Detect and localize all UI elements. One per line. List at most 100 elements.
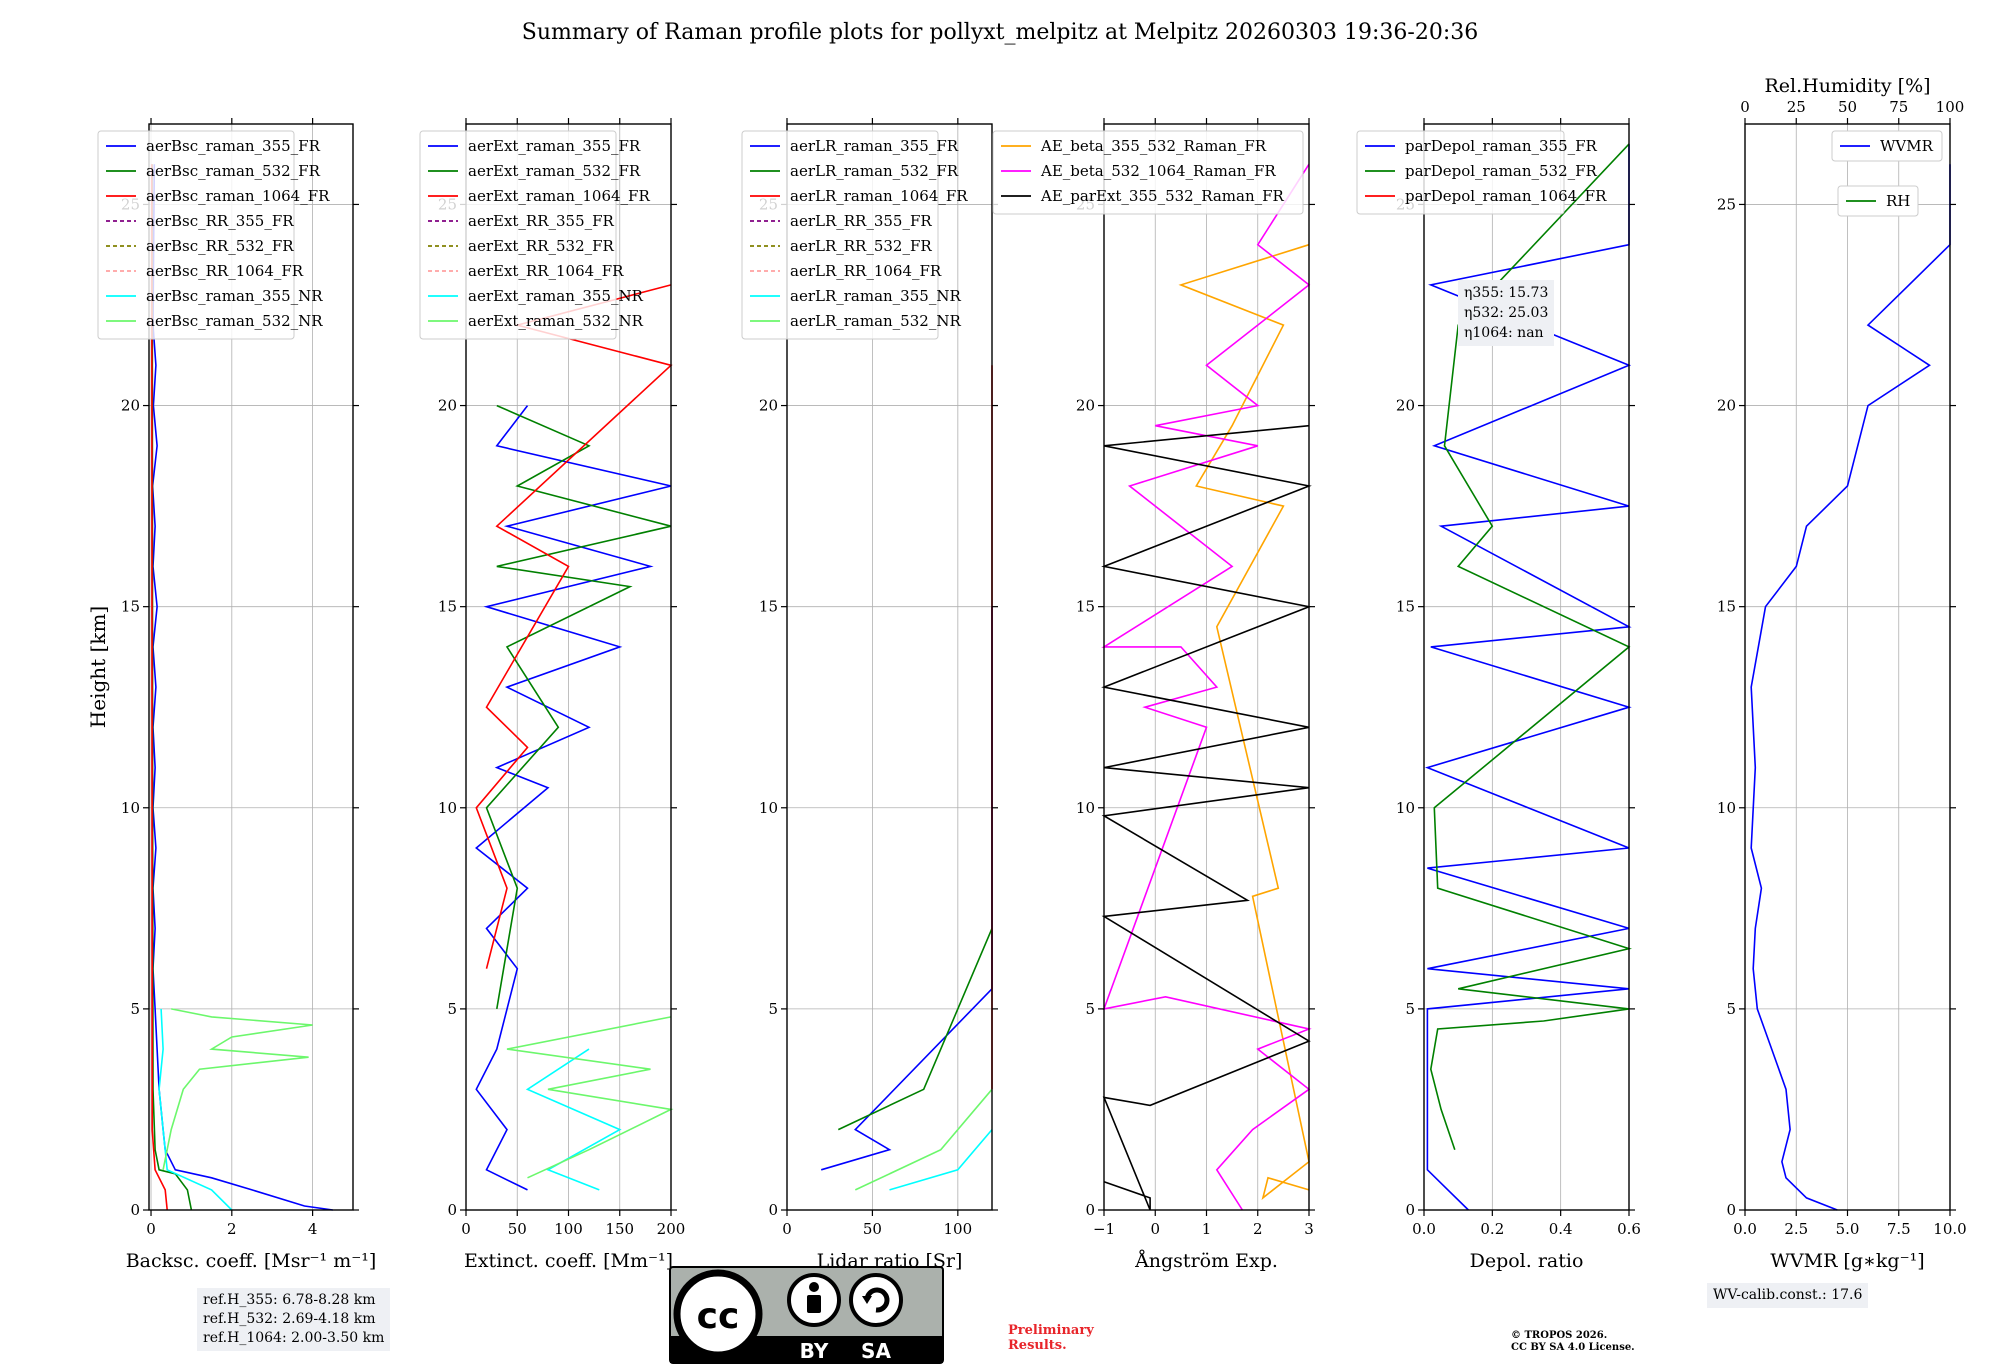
y-tick-label: 20 bbox=[759, 397, 778, 415]
eta-info: η355: 15.73 η532: 25.03 η1064: nan bbox=[1458, 280, 1555, 346]
legend-box bbox=[992, 130, 1304, 215]
eta-1064: η1064: nan bbox=[1464, 325, 1544, 341]
legend-box bbox=[419, 130, 617, 340]
y-tick-label: 15 bbox=[1076, 598, 1095, 616]
y-tick-label: 5 bbox=[130, 1000, 140, 1018]
x-tick-label: 10.0 bbox=[1933, 1220, 1966, 1238]
ref-height-532: ref.H_532: 2.69-4.18 km bbox=[203, 1311, 376, 1327]
x-tick-label: 0 bbox=[1150, 1220, 1160, 1238]
x-tick-label: 0.0 bbox=[1733, 1220, 1757, 1238]
y-tick-label: 5 bbox=[1085, 1000, 1095, 1018]
legend-label: aerBsc_raman_532_FR bbox=[146, 162, 321, 180]
y-tick-label: 5 bbox=[1405, 1000, 1415, 1018]
x-tick-label: 1 bbox=[1202, 1220, 1212, 1238]
legend-box bbox=[97, 130, 295, 340]
y-tick-label: 20 bbox=[438, 397, 457, 415]
series-aerBsc_raman_355_NR bbox=[158, 1008, 233, 1211]
legend-label: aerLR_raman_355_FR bbox=[790, 137, 959, 155]
legend-label: aerBsc_RR_1064_FR bbox=[146, 262, 304, 280]
ref-height-info: ref.H_355: 6.78-8.28 km ref.H_532: 2.69-… bbox=[197, 1288, 391, 1351]
legend-label: aerExt_raman_532_NR bbox=[468, 312, 644, 330]
legend-label: AE_parExt_355_532_Raman_FR bbox=[1040, 187, 1285, 205]
preliminary-line2: Results. bbox=[1008, 1338, 1067, 1353]
legend-box bbox=[741, 130, 939, 340]
legend-label: aerBsc_RR_532_FR bbox=[146, 237, 294, 255]
legend-label: aerBsc_raman_355_NR bbox=[146, 287, 323, 305]
series-AE_parExt_355_532_Raman_FR bbox=[1101, 424, 1312, 1211]
copyright-note: © TROPOS 2026. CC BY SA 4.0 License. bbox=[1511, 1330, 1635, 1354]
cc-icon bbox=[673, 1269, 763, 1359]
y-tick-label: 10 bbox=[1076, 799, 1095, 817]
legend-box bbox=[1356, 130, 1565, 215]
series-aerBsc_raman_355_FR bbox=[151, 164, 333, 1211]
x-tick-label: 0.2 bbox=[1480, 1220, 1504, 1238]
legend-label: aerLR_raman_532_FR bbox=[790, 162, 959, 180]
x-tick-label: 4 bbox=[308, 1220, 318, 1238]
y-tick-label: 10 bbox=[1396, 799, 1415, 817]
wv-calib-const: WV-calib.const.: 17.6 bbox=[1713, 1287, 1863, 1303]
x-tick-label: 0.6 bbox=[1617, 1220, 1641, 1238]
y-tick-label: 0 bbox=[768, 1201, 778, 1219]
legend-label: aerExt_raman_1064_FR bbox=[468, 187, 650, 205]
legend-label: aerLR_raman_1064_FR bbox=[790, 187, 968, 205]
y-tick-label: 15 bbox=[1396, 598, 1415, 616]
legend-label: aerExt_RR_1064_FR bbox=[468, 262, 624, 280]
legend-label: aerExt_RR_355_FR bbox=[468, 212, 615, 230]
y-tick-label: 0 bbox=[447, 1201, 457, 1219]
series-aerBsc_raman_532_NR bbox=[162, 1008, 313, 1170]
x-tick-label: 0.0 bbox=[1412, 1220, 1436, 1238]
figure-title: Summary of Raman profile plots for polly… bbox=[521, 20, 1479, 45]
legend-label: AE_beta_532_1064_Raman_FR bbox=[1040, 162, 1276, 180]
x-tick-label: 200 bbox=[657, 1220, 686, 1238]
series-aerLR_raman_532_FR bbox=[837, 928, 993, 1131]
series-parDepol_raman_532_FR bbox=[1429, 143, 1633, 1150]
series-aerExt_raman_355_FR bbox=[475, 405, 672, 1191]
y-tick-label: 20 bbox=[121, 397, 140, 415]
legend-label: aerLR_RR_355_FR bbox=[790, 212, 932, 230]
legend-label: parDepol_raman_532_FR bbox=[1405, 162, 1598, 180]
preliminary-line1: Preliminary bbox=[1008, 1323, 1094, 1338]
y-tick-label: 20 bbox=[1396, 397, 1415, 415]
series-aerLR_raman_355_FR bbox=[820, 606, 993, 1171]
top-x-tick-label: 100 bbox=[1936, 98, 1965, 116]
x-axis-label: Ångström Exp. bbox=[1134, 1250, 1278, 1272]
series-WVMR bbox=[1750, 164, 1951, 1211]
x-tick-label: 150 bbox=[605, 1220, 634, 1238]
y-tick-label: 5 bbox=[447, 1000, 457, 1018]
series-aerBsc_raman_1064_FR bbox=[151, 164, 168, 1211]
x-tick-label: 0 bbox=[146, 1220, 156, 1238]
x-tick-label: −1 bbox=[1093, 1220, 1115, 1238]
y-tick-label: 0 bbox=[1726, 1201, 1736, 1219]
series-AE_beta_532_1064_Raman_FR bbox=[1101, 163, 1312, 1211]
x-tick-label: 5.0 bbox=[1836, 1220, 1860, 1238]
axes-frame bbox=[148, 123, 354, 1211]
y-tick-label: 15 bbox=[121, 598, 140, 616]
y-tick-label: 5 bbox=[1726, 1000, 1736, 1018]
x-tick-label: 2 bbox=[227, 1220, 237, 1238]
preliminary-results-note: Preliminary Results. bbox=[1008, 1323, 1094, 1353]
y-tick-label: 15 bbox=[438, 598, 457, 616]
y-tick-label: 5 bbox=[768, 1000, 778, 1018]
y-tick-label: 25 bbox=[1717, 195, 1736, 213]
x-axis-label: Depol. ratio bbox=[1470, 1250, 1584, 1272]
y-tick-label: 10 bbox=[121, 799, 140, 817]
y-tick-label: 0 bbox=[130, 1201, 140, 1219]
x-tick-label: 100 bbox=[554, 1220, 583, 1238]
x-tick-label: 2.5 bbox=[1784, 1220, 1808, 1238]
legend-label: aerBsc_raman_532_NR bbox=[146, 312, 323, 330]
x-tick-label: 50 bbox=[508, 1220, 527, 1238]
y-tick-label: 10 bbox=[1717, 799, 1736, 817]
axes-frame bbox=[1423, 123, 1630, 1211]
y-tick-label: 0 bbox=[1405, 1201, 1415, 1219]
series-aerLR_raman_532_NR bbox=[854, 1088, 993, 1191]
legend-label: aerLR_RR_532_FR bbox=[790, 237, 932, 255]
legend-box-wvmr bbox=[1831, 130, 1943, 162]
x-tick-label: 50 bbox=[863, 1220, 882, 1238]
legend-label: aerExt_raman_532_FR bbox=[468, 162, 641, 180]
x-axis-label: Backsc. coeff. [Msr⁻¹ m⁻¹] bbox=[126, 1250, 377, 1272]
series-parDepol_raman_355_FR bbox=[1424, 144, 1632, 1211]
legend-label: parDepol_raman_1064_FR bbox=[1405, 187, 1607, 205]
y-tick-label: 15 bbox=[759, 598, 778, 616]
eta-532: η532: 25.03 bbox=[1464, 305, 1549, 321]
copyright-line2: CC BY SA 4.0 License. bbox=[1511, 1342, 1635, 1353]
